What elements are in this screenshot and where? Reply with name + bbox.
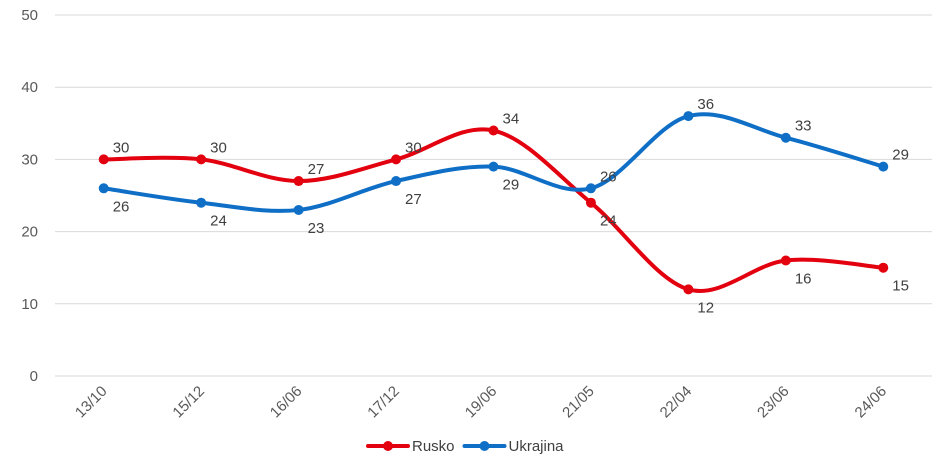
x-tick-label: 24/06 [852,383,891,422]
x-tick-label: 17/12 [364,383,403,422]
x-tick-label: 22/04 [657,383,696,422]
data-point-rusko [878,262,889,273]
data-label-rusko: 30 [113,139,130,156]
legend-marker-ukrajina [479,441,490,451]
x-tick-label: 23/06 [754,383,793,422]
data-point-rusko [488,125,499,136]
series-lines [98,111,889,295]
data-label-ukrajina: 26 [113,198,130,215]
x-tick-label: 19/06 [462,383,501,422]
series-line-ukrajina [101,112,886,213]
x-tick-label: 15/12 [169,383,208,422]
data-point-rusko [780,255,791,266]
data-label-rusko: 24 [600,213,617,230]
data-point-ukrajina [780,132,791,143]
y-tick-label: 40 [21,79,38,96]
data-label-ukrajina: 29 [503,177,520,194]
data-label-ukrajina: 24 [210,213,227,230]
data-point-rusko [196,154,207,165]
data-point-ukrajina [196,197,207,208]
y-tick-label: 0 [30,368,38,385]
legend-label-rusko: Rusko [412,438,455,455]
data-point-rusko [585,197,596,208]
x-tick-label: 13/10 [72,383,111,422]
data-label-ukrajina: 23 [308,220,325,237]
x-axis-ticks: 13/10 15/12 16/06 17/12 19/06 21/05 22/04 23/06… [72,383,890,422]
data-point-ukrajina [878,161,889,172]
data-label-ukrajina: 29 [892,147,909,164]
data-label-rusko: 12 [697,299,714,316]
data-labels: 30 26 30 24 27 23 30 27 34 29 24 26 12 36 16 33 15 29 [113,96,909,316]
data-point-rusko [391,154,402,165]
data-label-rusko: 15 [892,278,909,295]
data-label-rusko: 16 [795,270,812,287]
data-label-rusko: 30 [405,139,422,156]
data-label-ukrajina: 26 [600,168,617,185]
data-label-ukrajina: 36 [697,96,714,113]
y-tick-label: 50 [21,7,38,24]
legend-marker-rusko [383,441,393,451]
gridlines [55,14,932,377]
data-point-ukrajina [293,204,304,215]
y-tick-label: 10 [21,296,38,313]
data-point-rusko [683,284,694,295]
data-label-ukrajina: 33 [795,118,812,135]
data-point-ukrajina [683,111,694,122]
y-tick-label: 20 [21,224,38,241]
data-point-rusko [293,176,304,187]
data-point-ukrajina [585,183,596,194]
data-point-ukrajina [98,183,109,194]
data-label-ukrajina: 27 [405,191,422,208]
data-point-ukrajina [391,176,402,187]
data-label-rusko: 34 [503,111,520,128]
y-tick-label: 30 [21,151,38,168]
x-tick-label: 21/05 [559,383,598,422]
data-point-rusko [98,154,109,165]
data-label-rusko: 27 [308,161,325,178]
data-point-ukrajina [488,161,499,172]
legend-label-ukrajina: Ukrajina [509,438,565,455]
data-label-rusko: 30 [210,139,227,156]
legend: Rusko Ukrajina [366,438,565,455]
y-axis-ticks: 0 10 20 30 40 50 [21,7,38,385]
x-tick-label: 16/06 [267,383,306,422]
